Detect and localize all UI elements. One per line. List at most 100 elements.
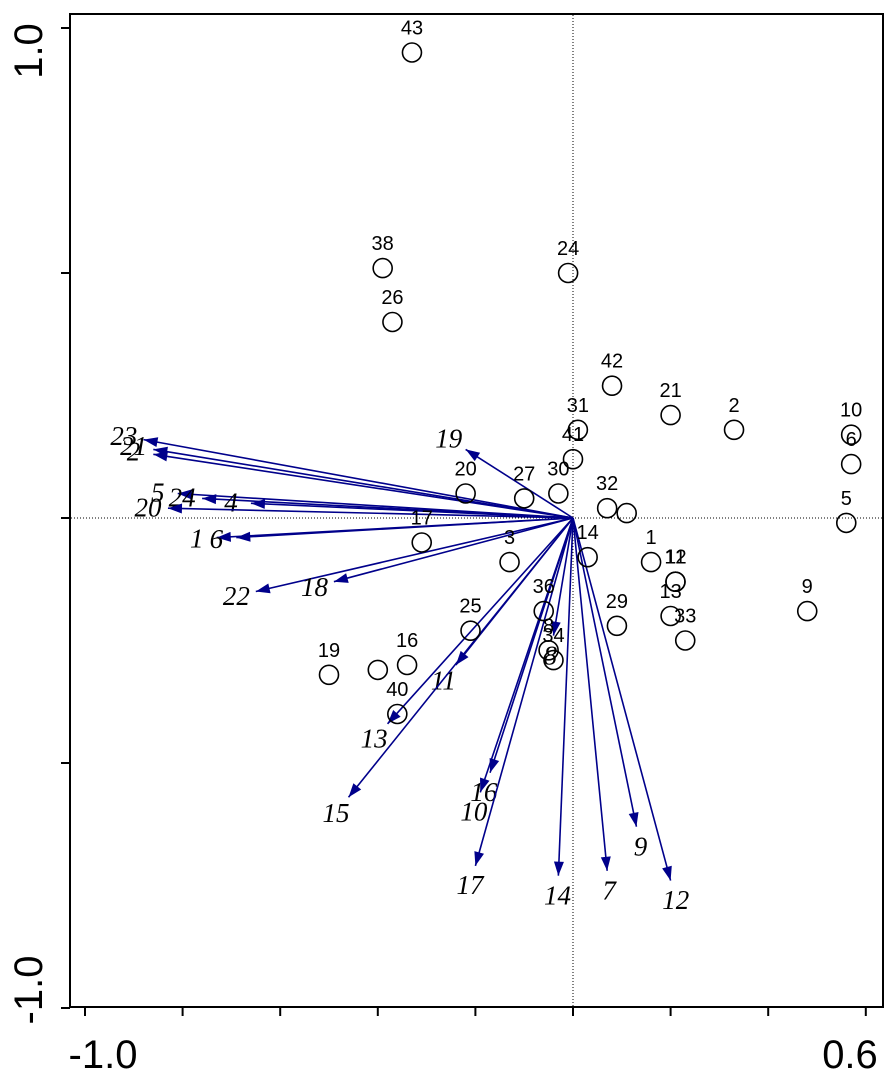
site-point-43 <box>401 42 423 63</box>
variable-arrowhead-6 <box>236 531 251 542</box>
variable-arrowhead-14 <box>553 861 564 876</box>
variable-label-21: 21 <box>120 431 147 461</box>
site-point-27 <box>513 488 535 509</box>
variable-arrowhead-12 <box>662 865 672 881</box>
site-point-21 <box>660 404 681 426</box>
site-label-33: 33 <box>674 606 696 628</box>
site-point-41 <box>562 448 584 470</box>
site-label-26: 26 <box>381 287 403 309</box>
site-point-34 <box>543 649 564 671</box>
variable-arrow-12 <box>572 517 672 881</box>
site-point- <box>367 659 389 681</box>
site-label-19: 19 <box>318 640 340 662</box>
site-point-38 <box>372 257 393 279</box>
variable-label-13: 13 <box>361 724 388 754</box>
site-label-40: 40 <box>386 679 408 701</box>
site-point-9 <box>796 600 818 622</box>
site-label-34: 34 <box>542 625 564 647</box>
site-label-25: 25 <box>459 596 481 618</box>
site-label-38: 38 <box>372 233 394 255</box>
site-label-12: 12 <box>664 547 686 569</box>
site-label-14: 14 <box>577 522 599 544</box>
variable-label-14: 14 <box>544 881 571 911</box>
site-label-29: 29 <box>606 591 628 613</box>
site-label-16: 16 <box>396 630 418 652</box>
variable-label-10: 10 <box>460 796 488 826</box>
site-label-17: 17 <box>411 508 433 530</box>
variable-arrowhead-9 <box>628 811 639 827</box>
site-label-21: 21 <box>659 380 681 402</box>
variable-label-20: 20 <box>134 493 162 523</box>
variable-arrowhead-4 <box>250 498 266 509</box>
site-point-14 <box>577 546 598 568</box>
site-label-30: 30 <box>547 459 569 481</box>
site-label-2: 2 <box>728 395 739 417</box>
variable-arrow-9 <box>572 517 638 827</box>
site-point-8 <box>538 639 559 661</box>
site-label-36: 36 <box>533 576 555 598</box>
variable-label-9: 9 <box>634 831 648 861</box>
site-label-27: 27 <box>513 463 535 485</box>
variable-arrowhead-10 <box>480 777 490 793</box>
variable-arrowhead-18 <box>333 573 349 583</box>
variable-arrowhead-16 <box>489 757 500 773</box>
site-label-32: 32 <box>596 473 618 495</box>
site-label-10: 10 <box>840 400 862 422</box>
variable-label-15: 15 <box>322 798 349 828</box>
variable-arrow-20 <box>167 507 574 519</box>
variable-arrowhead-24 <box>202 494 217 505</box>
variable-arrow-22 <box>255 517 574 593</box>
site-point-31 <box>567 419 589 441</box>
reference-lines <box>71 15 882 1006</box>
site-point-42 <box>601 375 623 397</box>
variable-arrow-21 <box>153 448 574 519</box>
site-label-1: 1 <box>646 527 657 549</box>
site-point-16 <box>396 654 418 676</box>
variable-arrowhead-17 <box>474 851 484 866</box>
variable-label-17: 17 <box>456 870 485 900</box>
variable-arrowhead-5 <box>177 489 193 500</box>
site-label-13: 13 <box>659 581 681 603</box>
site-point- <box>616 502 637 524</box>
variable-label-6: 6 <box>210 524 224 554</box>
x-tick-label-max: 0.6 <box>822 1033 878 1077</box>
site-label-8: 8 <box>543 615 554 637</box>
site-label-11: 11 <box>665 547 686 569</box>
variable-arrow-18 <box>333 517 574 583</box>
site-label-24: 24 <box>557 238 579 260</box>
site-label-9: 9 <box>802 576 813 598</box>
site-label-31: 31 <box>567 395 589 417</box>
site-point-17 <box>411 532 433 553</box>
site-point-29 <box>606 615 628 637</box>
variable-arrowhead-8 <box>550 620 561 636</box>
variable-arrowhead-11 <box>455 650 469 665</box>
axis-ticks <box>61 27 867 1016</box>
site-point-32 <box>596 497 618 519</box>
variable-arrow-2 <box>153 453 574 519</box>
variable-label-4: 4 <box>224 487 238 517</box>
variable-arrowhead-19 <box>465 449 481 462</box>
variable-arrow-10 <box>479 517 574 793</box>
variable-arrowhead-15 <box>348 783 362 798</box>
site-label-5: 5 <box>841 488 852 510</box>
variable-arrowhead-20 <box>167 503 183 514</box>
variable-label-5: 5 <box>151 477 165 507</box>
variable-arrow-23 <box>143 438 574 519</box>
site-label-6: 6 <box>846 429 857 451</box>
variable-arrowhead-1 <box>216 531 232 542</box>
plot-frame <box>69 13 884 1008</box>
variable-arrowhead-22 <box>255 583 271 594</box>
site-point-24 <box>557 262 579 284</box>
variable-label-23: 23 <box>110 421 137 451</box>
y-tick-label-max: 1.0 <box>7 23 51 79</box>
site-point-30 <box>548 483 569 504</box>
site-label-42: 42 <box>601 351 623 373</box>
variable-label-12: 12 <box>662 885 689 915</box>
site-point-3 <box>499 551 520 573</box>
site-point-1 <box>640 551 662 573</box>
site-point-13 <box>660 605 681 627</box>
axis-tick-labels: -1.0 0.6 1.0 -1.0 <box>7 23 878 1077</box>
